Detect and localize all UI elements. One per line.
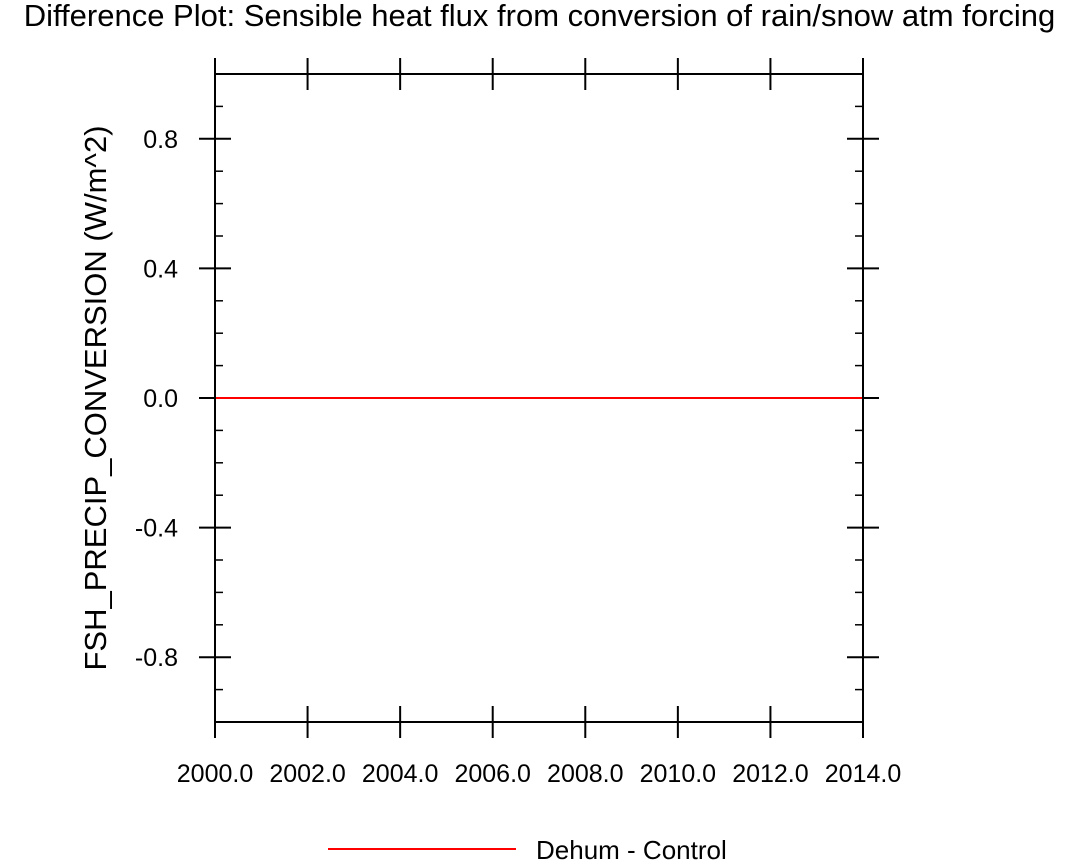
chart-title: Difference Plot: Sensible heat flux from… bbox=[24, 0, 1056, 33]
y-tick-label: -0.4 bbox=[135, 515, 178, 543]
plot-frame bbox=[214, 73, 864, 723]
x-tick-label: 2002.0 bbox=[269, 760, 345, 788]
legend-label: Dehum - Control bbox=[536, 835, 727, 861]
y-axis-label: FSH_PRECIP_CONVERSION (W/m^2) bbox=[78, 125, 113, 670]
y-tick-label: 0.8 bbox=[143, 126, 178, 154]
x-tick-label: 2014.0 bbox=[825, 760, 901, 788]
x-tick-label: 2008.0 bbox=[547, 760, 623, 788]
x-tick-label: 2006.0 bbox=[454, 760, 530, 788]
y-tick-label: 0.4 bbox=[143, 255, 178, 283]
y-tick-label: 0.0 bbox=[143, 385, 178, 413]
x-tick-label: 2004.0 bbox=[362, 760, 438, 788]
x-tick-label: 2000.0 bbox=[177, 760, 253, 788]
x-tick-label: 2012.0 bbox=[732, 760, 808, 788]
legend: Dehum - Control bbox=[328, 835, 727, 861]
x-tick-label: 2010.0 bbox=[640, 760, 716, 788]
y-tick-label: -0.8 bbox=[135, 644, 178, 672]
